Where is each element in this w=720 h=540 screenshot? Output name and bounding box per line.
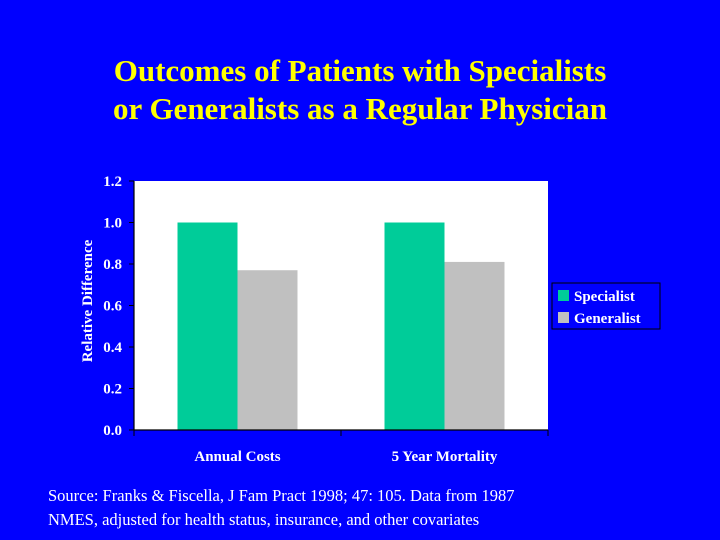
- source-note: Source: Franks & Fiscella, J Fam Pract 1…: [48, 484, 708, 532]
- y-tick-label: 1.2: [103, 174, 122, 190]
- bar-specialist: [384, 222, 445, 430]
- y-tick-label: 0.4: [103, 340, 122, 356]
- y-axis-label: Relative Difference: [80, 239, 96, 362]
- data-label: 0.81: [461, 242, 487, 258]
- title-line-1: Outcomes of Patients with Specialists: [113, 53, 607, 88]
- y-tick-label: 0.6: [103, 299, 122, 315]
- data-label: 1.0: [198, 203, 217, 219]
- data-label: 0.77: [254, 250, 281, 266]
- legend-box: [551, 282, 661, 330]
- y-tick-label: 1.0: [103, 216, 122, 232]
- bar-generalist: [444, 261, 505, 430]
- bar-specialist: [177, 222, 238, 430]
- x-tick-label: 5 Year Mortality: [392, 449, 498, 465]
- bar-generalist: [237, 270, 298, 430]
- x-tick-label: Annual Costs: [194, 449, 280, 465]
- legend-swatch-generalist: [558, 312, 569, 323]
- y-tick-label: 0.0: [103, 423, 122, 439]
- slide-title: Outcomes of Patients with Specialists or…: [0, 52, 720, 128]
- y-tick-label: 0.8: [103, 257, 122, 273]
- legend-swatch-specialist: [558, 290, 569, 301]
- source-line-2: NMES, adjusted for health status, insura…: [48, 510, 480, 529]
- title-line-2: or Generalists as a Regular Physician: [113, 91, 607, 126]
- legend-label-specialist: Specialist: [574, 289, 635, 305]
- data-label: 1.0: [405, 203, 424, 219]
- source-line-1: Source: Franks & Fiscella, J Fam Pract 1…: [48, 486, 515, 505]
- legend-label-generalist: Generalist: [574, 311, 641, 327]
- y-tick-label: 0.2: [103, 382, 122, 398]
